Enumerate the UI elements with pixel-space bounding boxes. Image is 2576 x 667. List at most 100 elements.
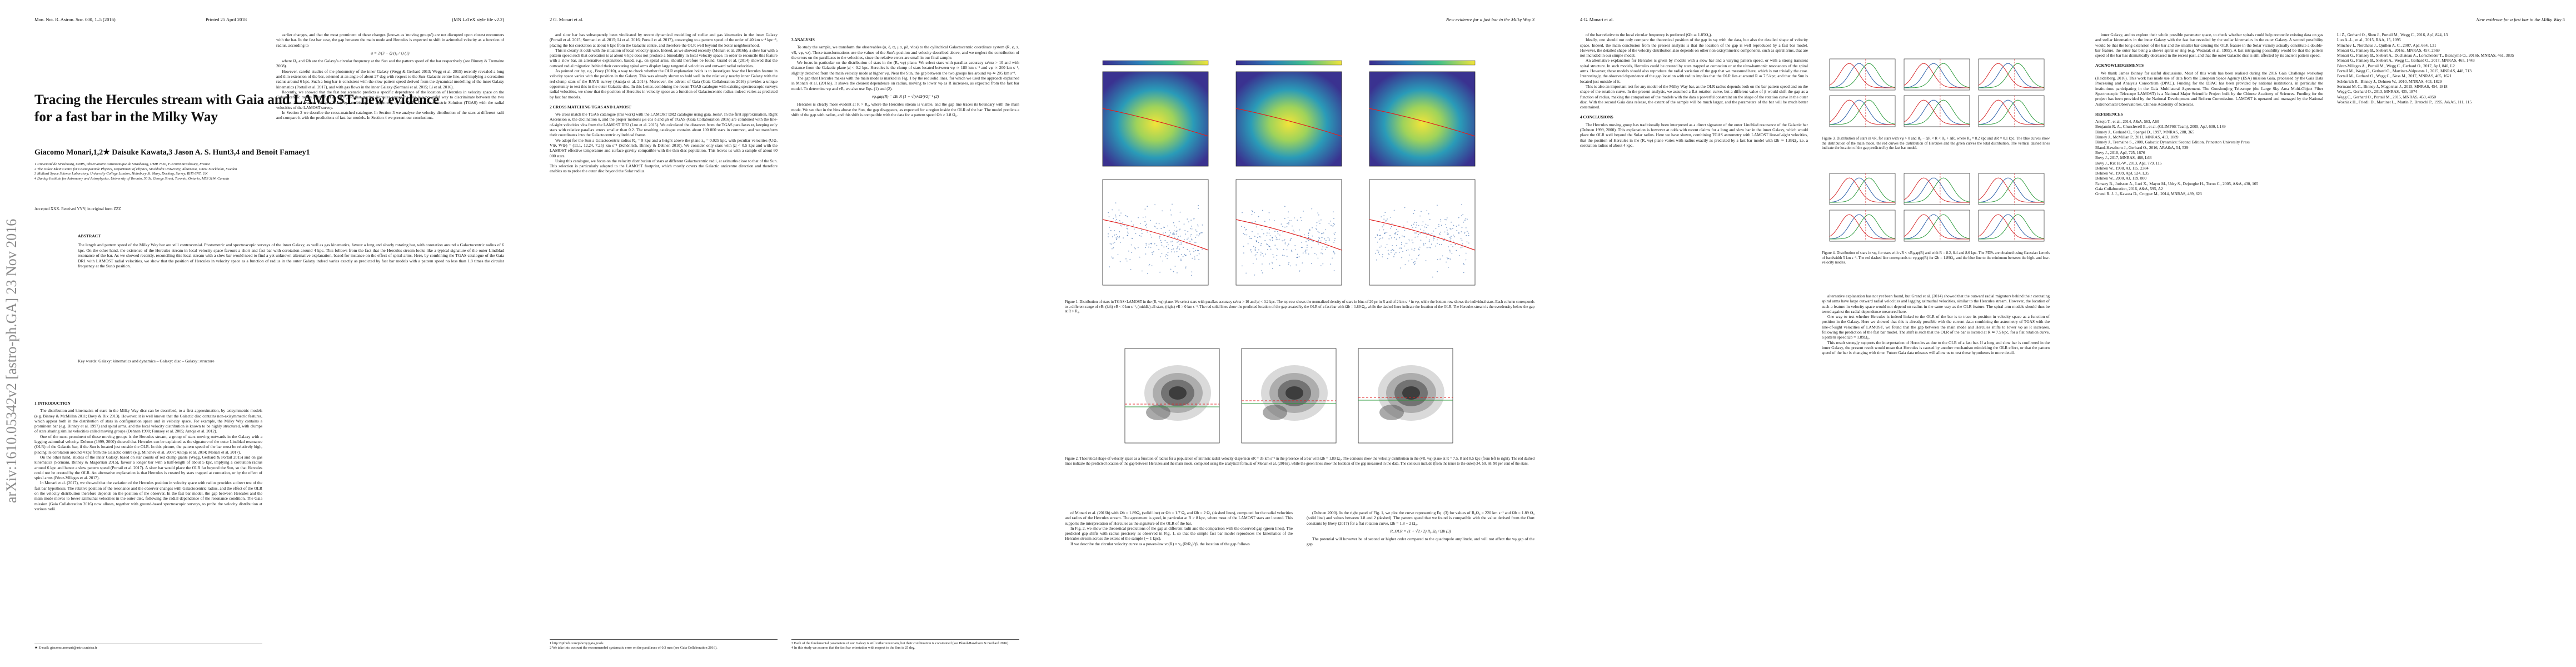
star-point <box>1184 255 1186 256</box>
star-point <box>1114 235 1115 236</box>
star-point <box>1151 265 1153 266</box>
star-point <box>1115 234 1117 235</box>
star-point <box>1242 265 1243 267</box>
star-point <box>1387 258 1388 260</box>
star-point <box>1318 220 1320 222</box>
star-point <box>1282 240 1283 242</box>
reference: Binney J., Gerhard O., Spergel D., 1997,… <box>2095 129 2195 135</box>
star-point <box>1311 263 1312 264</box>
star-point <box>1429 247 1431 248</box>
curve <box>1904 63 1970 88</box>
paragraph: Using this catalogue, we focus on the ve… <box>550 158 778 174</box>
figure-caption: Figure 3. Distribution of stars in vR, f… <box>1822 137 2050 151</box>
star-point <box>1108 233 1109 235</box>
curve <box>1904 99 1970 125</box>
star-point <box>1322 253 1323 255</box>
star-point <box>1419 246 1421 248</box>
star-point <box>1326 240 1327 241</box>
star-point <box>1458 233 1459 234</box>
star-point <box>1191 238 1192 240</box>
star-point <box>1168 235 1170 237</box>
star-point <box>1433 240 1434 241</box>
curve <box>1829 214 1895 240</box>
star-point <box>1260 251 1262 253</box>
star-point <box>1393 250 1394 251</box>
star-point <box>1316 228 1317 230</box>
star-point <box>1333 223 1334 225</box>
curve <box>1904 214 1970 240</box>
star-point <box>1298 256 1300 257</box>
star-point <box>1248 236 1250 237</box>
star-point <box>1334 232 1336 233</box>
star-point <box>1317 231 1319 232</box>
star-point <box>1149 264 1150 265</box>
star-point <box>1273 256 1274 258</box>
authors: Giacomo Monari,1,2★ Daisuke Kawata,3 Jas… <box>34 148 310 157</box>
reference: Wegg C., Gerhard O., 2013, MNRAS, 435, 1… <box>2337 89 2418 94</box>
star-point <box>1293 231 1295 233</box>
star-point <box>1321 237 1323 238</box>
star-point <box>1414 210 1416 211</box>
contour <box>1285 386 1303 400</box>
paragraph: of Monari et al. (2016b) with Ωb = 1.89Ω… <box>1065 510 1293 526</box>
star-point <box>1333 252 1335 253</box>
star-point <box>1115 216 1117 218</box>
star-point <box>1176 248 1178 250</box>
star-point <box>1291 250 1292 251</box>
star-point <box>1454 244 1456 246</box>
reference: Grand R. J. J., Kawata D., Cropper M., 2… <box>2095 191 2202 197</box>
star-point <box>1468 232 1469 234</box>
star-point <box>1287 223 1288 224</box>
star-point <box>1458 232 1459 233</box>
star-point <box>1286 226 1288 227</box>
star-point <box>1198 205 1199 206</box>
star-point <box>1293 217 1295 218</box>
affiliations: 1 Université de Strasbourg, CNRS, Observ… <box>34 162 504 181</box>
star-point <box>1138 217 1139 218</box>
star-point <box>1276 259 1278 261</box>
star-point <box>1320 240 1322 242</box>
star-point <box>1438 224 1439 226</box>
running-header: 4 G. Monari et al. <box>1580 17 1614 22</box>
star-point <box>1119 221 1121 223</box>
star-point <box>1439 234 1441 235</box>
paragraph: Ideally, one should not only compare the… <box>1580 37 1808 58</box>
star-point <box>1301 241 1302 243</box>
colorbar <box>1235 60 1342 66</box>
star-point <box>1322 246 1324 247</box>
footnotes: ★ E-mail: giacomo.monari@astro.unistra.f… <box>34 644 262 650</box>
star-point <box>1196 231 1198 232</box>
star-point <box>1250 249 1252 251</box>
figure-caption: Figure 1. Distribution of stars in TGAS×… <box>1065 300 1534 314</box>
star-point <box>1185 267 1187 269</box>
star-point <box>1115 238 1117 240</box>
reference: Dehnen W., 2000, AJ, 119, 800 <box>2095 176 2147 181</box>
star-point <box>1284 226 1285 228</box>
star-point <box>1178 221 1180 222</box>
star-point <box>1383 215 1385 216</box>
star-point <box>1199 233 1200 234</box>
star-point <box>1172 241 1173 242</box>
gap-line <box>1102 219 1209 251</box>
paragraph: In Monari et al. (2017), we showed that … <box>34 480 262 511</box>
star-point <box>1257 233 1259 235</box>
star-point <box>1461 227 1463 228</box>
star-point <box>1127 235 1129 236</box>
star-point <box>1287 216 1289 218</box>
curve <box>1978 63 2044 88</box>
star-point <box>1384 212 1386 213</box>
paragraph: However, careful studies of the photomet… <box>276 68 504 89</box>
star-point <box>1320 265 1322 266</box>
curve <box>1979 63 2045 88</box>
star-point <box>1183 247 1184 248</box>
star-point <box>1451 221 1452 223</box>
reference: Pérez-Villegas A., Portail M., Wegg C., … <box>2337 63 2455 68</box>
star-point <box>1448 258 1449 260</box>
star-point <box>1157 228 1158 230</box>
star-point <box>1193 251 1194 252</box>
star-point <box>1380 237 1382 239</box>
star-point <box>1148 243 1150 245</box>
page: New evidence for a fast bar in the Milky… <box>2061 0 2576 667</box>
star-point <box>1444 231 1446 233</box>
